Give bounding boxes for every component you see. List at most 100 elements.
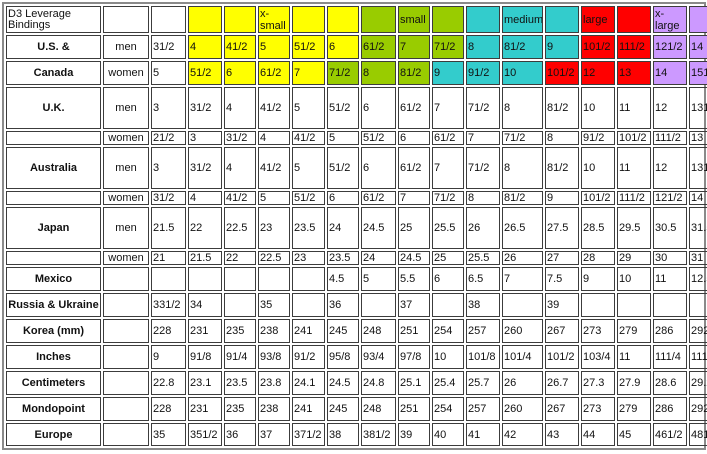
table-title: D3 Leverage Bindings [6, 6, 101, 33]
size-cell: 481/2 [689, 423, 707, 446]
size-cell: 9 [581, 267, 615, 291]
size-cell: 260 [502, 397, 543, 421]
size-cell [689, 293, 707, 317]
size-category-header: x-large [653, 6, 687, 33]
size-cell: 31/2 [151, 35, 186, 59]
size-cell: 12 [581, 61, 615, 85]
size-cell: 131/2 [689, 147, 707, 189]
size-cell [653, 293, 687, 317]
size-cell: 6 [361, 87, 396, 129]
size-cell: 35 [258, 293, 290, 317]
size-cell: 12 [653, 147, 687, 189]
size-cell: 248 [361, 397, 396, 421]
gender-label: men [103, 147, 149, 189]
table-row: U.K. men 3 31/2 4 41/2 5 51/2 6 61/2 7 71/2 8 81/2 10 1… [6, 87, 707, 129]
size-cell: 10 [581, 87, 615, 129]
size-category-header [327, 6, 359, 33]
size-cell: 22.5 [258, 251, 290, 265]
size-cell: 5 [292, 147, 325, 189]
size-cell: 22 [224, 251, 256, 265]
size-cell: 3 [151, 87, 186, 129]
size-cell: 101/2 [617, 131, 651, 145]
size-cell [502, 293, 543, 317]
size-cell: 11 [617, 87, 651, 129]
size-cell: 24.8 [361, 371, 396, 395]
size-cell: 101/8 [466, 345, 500, 369]
size-cell [292, 267, 325, 291]
size-cell: 41 [466, 423, 500, 446]
size-cell: 26 [466, 207, 500, 249]
size-category-header [466, 6, 500, 33]
region-label: Europe [6, 423, 101, 446]
size-cell: 286 [653, 319, 687, 343]
size-cell: 28.6 [653, 371, 687, 395]
size-cell: 351/2 [188, 423, 222, 446]
size-cell: 251 [398, 397, 430, 421]
size-cell: 41/2 [258, 147, 290, 189]
size-cell: 6 [327, 191, 359, 205]
size-cell: 26.7 [545, 371, 579, 395]
size-cell: 7 [432, 87, 464, 129]
size-cell: 101/2 [581, 191, 615, 205]
size-cell: 8 [466, 35, 500, 59]
gender-label: women [103, 131, 149, 145]
size-cell: 9 [545, 191, 579, 205]
size-cell: 24.5 [327, 371, 359, 395]
size-category-header [689, 6, 707, 33]
size-cell: 43 [545, 423, 579, 446]
size-cell: 254 [432, 319, 464, 343]
size-cell: 23.5 [327, 251, 359, 265]
size-cell: 101/2 [545, 61, 579, 85]
size-cell: 10 [581, 147, 615, 189]
gender-label [103, 423, 149, 446]
size-cell: 9 [151, 345, 186, 369]
size-cell [581, 293, 615, 317]
size-category-header [292, 6, 325, 33]
size-cell: 14 [689, 191, 707, 205]
size-cell: 61/2 [398, 87, 430, 129]
size-cell: 71/2 [327, 61, 359, 85]
size-cell: 5 [292, 87, 325, 129]
size-cell [224, 293, 256, 317]
gender-label [103, 267, 149, 291]
size-cell: 51/2 [327, 147, 359, 189]
size-cell: 8 [466, 191, 500, 205]
size-cell: 31/2 [151, 191, 186, 205]
size-cell: 251 [398, 319, 430, 343]
gender-label: men [103, 35, 149, 59]
size-cell: 23 [292, 251, 325, 265]
size-cell: 257 [466, 319, 500, 343]
size-cell: 25 [432, 251, 464, 265]
size-cell: 25.4 [432, 371, 464, 395]
size-cell: 245 [327, 397, 359, 421]
gender-label: men [103, 87, 149, 129]
size-cell: 91/2 [581, 131, 615, 145]
size-cell: 41/2 [258, 87, 290, 129]
size-cell: 22.5 [224, 207, 256, 249]
region-label: Australia [6, 147, 101, 189]
size-cell: 6 [327, 35, 359, 59]
size-cell: 5 [327, 131, 359, 145]
size-category-header: small [398, 6, 430, 33]
size-cell: 38 [466, 293, 500, 317]
size-cell: 260 [502, 319, 543, 343]
size-cell: 9 [545, 35, 579, 59]
size-category-header [617, 6, 651, 33]
table-row: Inches 9 91/8 91/4 93/8 91/2 95/8 93/4 97/8 10 101… [6, 345, 707, 369]
size-cell: 6 [432, 267, 464, 291]
size-cell: 51/2 [292, 191, 325, 205]
size-cell: 61/2 [361, 35, 396, 59]
size-cell: 51/2 [361, 131, 396, 145]
table-row: women 31/2 4 41/2 5 51/2 6 61/2 7 71/2 8 81/2 9 101/2… [6, 191, 707, 205]
size-cell [258, 267, 290, 291]
size-cell: 22.8 [151, 371, 186, 395]
size-category-header: large [581, 6, 615, 33]
size-cell: 23.1 [188, 371, 222, 395]
size-cell: 11 [617, 345, 651, 369]
region-label: Mondopoint [6, 397, 101, 421]
size-cell: 21/2 [151, 131, 186, 145]
size-cell: 279 [617, 397, 651, 421]
table-row: Canada women 5 51/2 6 61/2 7 71/2 8 81/2 9 91/2 10 10… [6, 61, 707, 85]
size-cell: 37 [398, 293, 430, 317]
size-cell [432, 293, 464, 317]
